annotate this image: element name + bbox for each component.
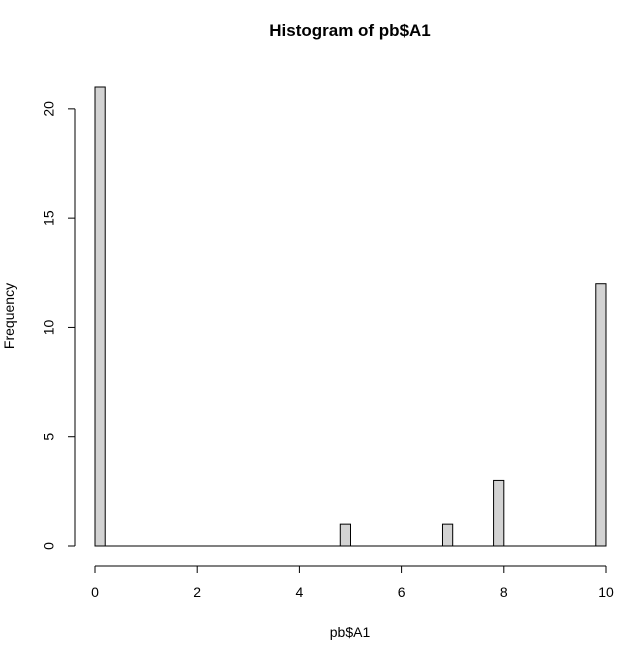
x-axis: 0 2 4 6 8 10 [91,565,614,600]
y-axis-label: Frequency [1,283,17,349]
x-tick-label-2: 4 [296,584,304,600]
y-tick-label-4: 20 [41,101,57,117]
bars-layer [94,86,607,547]
x-tick-label-4: 8 [500,584,508,600]
x-tick-label-3: 6 [398,584,406,600]
histogram-bar-2 [441,523,454,547]
y-tick-label-0: 0 [41,542,57,550]
histogram-bar-0 [94,86,106,547]
y-axis: 0 5 10 15 20 [41,101,76,550]
chart-title: Histogram of pb$A1 [269,21,431,40]
x-axis-label: pb$A1 [330,624,371,640]
x-tick-label-5: 10 [598,584,614,600]
histogram-bar-1 [339,523,351,547]
y-tick-label-1: 5 [41,433,57,441]
histogram-bar-4 [595,283,607,547]
histogram-bar-3 [493,479,505,547]
x-tick-label-0: 0 [91,584,99,600]
y-tick-label-2: 10 [41,319,57,335]
y-tick-label-3: 15 [41,210,57,226]
x-tick-label-1: 2 [193,584,201,600]
